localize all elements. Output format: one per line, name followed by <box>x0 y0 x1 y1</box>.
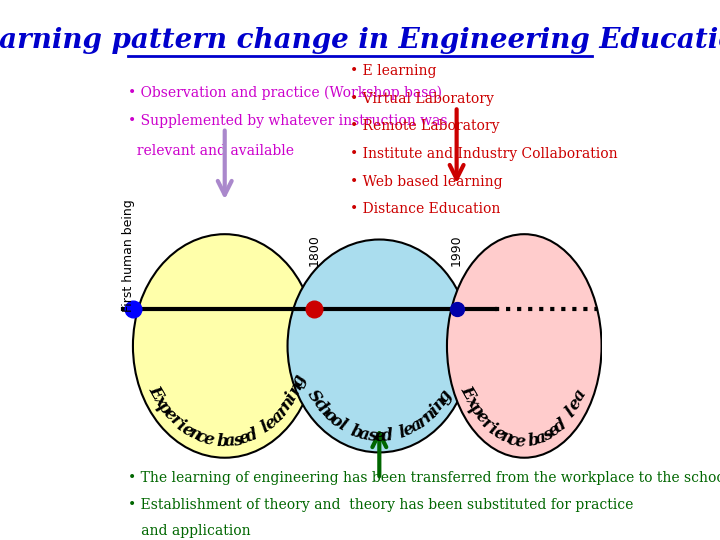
Text: r: r <box>478 414 495 433</box>
Text: i: i <box>174 417 188 434</box>
Text: p: p <box>466 400 486 420</box>
Text: l: l <box>336 417 349 435</box>
Text: o: o <box>327 411 345 431</box>
Text: e: e <box>179 420 196 440</box>
Text: n: n <box>430 394 450 414</box>
Text: l: l <box>562 404 579 421</box>
Text: n: n <box>498 428 514 448</box>
Text: g: g <box>289 372 309 389</box>
Text: E: E <box>145 383 166 402</box>
Text: r: r <box>415 412 431 431</box>
Text: relevant and available: relevant and available <box>128 144 294 158</box>
Text: • Institute and Industry Collaboration: • Institute and Industry Collaboration <box>351 147 618 161</box>
Text: 1990: 1990 <box>450 234 463 266</box>
Text: l: l <box>397 423 408 442</box>
Text: e: e <box>513 433 526 450</box>
Text: a: a <box>570 387 590 404</box>
Text: s: s <box>366 427 377 445</box>
Text: a: a <box>357 426 371 444</box>
Text: d: d <box>550 415 570 436</box>
Text: • Distance Education: • Distance Education <box>351 202 500 216</box>
Ellipse shape <box>447 234 602 458</box>
Text: g: g <box>434 387 455 407</box>
Text: n: n <box>277 394 298 414</box>
Text: c: c <box>194 428 208 447</box>
Text: and application: and application <box>128 524 251 538</box>
Text: • E learning: • E learning <box>351 64 437 78</box>
Text: d: d <box>243 426 261 446</box>
Text: Learning pattern change in Engineering Education: Learning pattern change in Engineering E… <box>0 26 720 53</box>
Text: c: c <box>506 431 519 449</box>
Text: e: e <box>374 428 384 445</box>
Text: • Virtual Laboratory: • Virtual Laboratory <box>351 92 494 105</box>
Text: n: n <box>285 379 306 398</box>
Text: x: x <box>462 393 482 410</box>
Text: s: s <box>540 426 554 445</box>
Text: S: S <box>304 387 325 407</box>
Text: e: e <box>472 407 491 427</box>
Text: E: E <box>457 383 478 402</box>
Text: First human being: First human being <box>122 199 135 312</box>
Text: b: b <box>348 423 364 442</box>
Text: r: r <box>274 402 292 420</box>
Text: 1800: 1800 <box>307 234 320 266</box>
Text: b: b <box>217 433 229 450</box>
Text: a: a <box>225 433 236 450</box>
Text: x: x <box>150 392 169 409</box>
Text: • The learning of engineering has been transferred from the workplace to the sch: • The learning of engineering has been t… <box>128 471 720 485</box>
Text: r: r <box>166 411 184 429</box>
Text: c: c <box>309 394 328 413</box>
Text: a: a <box>268 407 287 427</box>
Text: s: s <box>232 431 243 450</box>
Ellipse shape <box>133 234 317 458</box>
Text: • Remote Laboratory: • Remote Laboratory <box>351 119 500 133</box>
Text: h: h <box>314 400 334 421</box>
Text: d: d <box>380 427 394 445</box>
Text: • Supplemented by whatever instruction was: • Supplemented by whatever instruction w… <box>128 114 448 129</box>
Text: • Web based learning: • Web based learning <box>351 174 503 188</box>
Text: e: e <box>545 421 562 441</box>
Text: e: e <box>401 420 418 440</box>
Text: i: i <box>283 389 301 404</box>
Text: b: b <box>527 431 541 450</box>
Text: e: e <box>160 404 179 424</box>
Text: e: e <box>491 424 507 444</box>
Text: a: a <box>408 416 425 436</box>
Text: e: e <box>238 429 252 448</box>
Text: o: o <box>320 406 339 426</box>
Ellipse shape <box>287 240 471 453</box>
Text: • Observation and practice (Workshop base): • Observation and practice (Workshop bas… <box>128 85 442 99</box>
Text: i: i <box>486 421 500 438</box>
Text: e: e <box>262 413 281 433</box>
Text: a: a <box>534 429 548 448</box>
Text: e: e <box>201 430 215 449</box>
Text: p: p <box>154 397 174 417</box>
Text: • Establishment of theory and  theory has been substituted for practice: • Establishment of theory and theory has… <box>128 498 634 511</box>
Text: n: n <box>419 406 439 427</box>
Text: e: e <box>565 395 585 414</box>
Text: n: n <box>185 424 203 444</box>
Text: l: l <box>258 419 272 437</box>
Text: i: i <box>426 402 443 418</box>
